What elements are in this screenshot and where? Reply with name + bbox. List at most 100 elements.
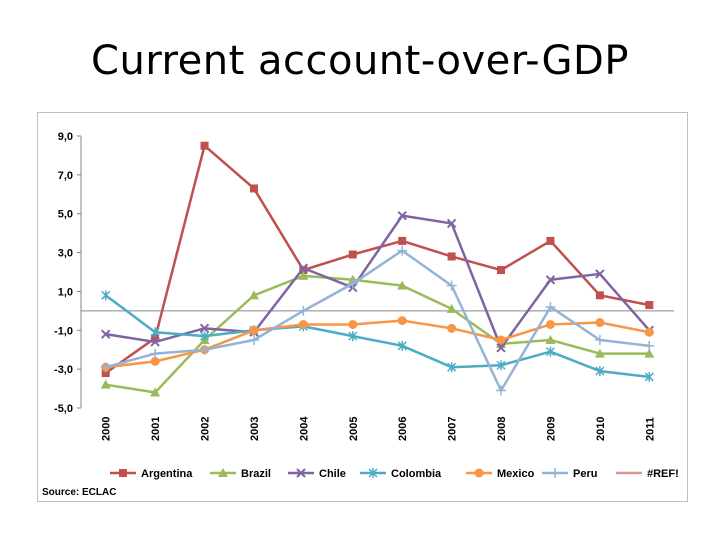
x-tick-label: 2008: [496, 417, 508, 441]
data-point-chile: [298, 263, 309, 273]
data-point-brazil: [644, 348, 655, 358]
data-point-chile: [150, 337, 160, 347]
series-line-argentina: [104, 144, 650, 375]
data-point-argentina: [595, 291, 604, 300]
data-point-peru: [347, 278, 358, 289]
data-point-colombia: [447, 362, 457, 373]
data-point-argentina: [645, 301, 654, 310]
x-tick-label: 2009: [545, 417, 557, 441]
legend-marker-peru: [550, 468, 560, 478]
y-tick-label: -1,0: [54, 325, 73, 337]
x-tick-label: 2002: [200, 417, 212, 441]
legend-marker-chile: [296, 468, 306, 478]
series-line-colombia: [104, 294, 650, 379]
data-point-colombia: [348, 331, 358, 342]
x-tick-label: 2004: [298, 416, 310, 441]
x-tick-label: 2007: [447, 417, 459, 441]
data-point-mexico: [545, 319, 555, 329]
data-point-argentina: [497, 266, 506, 275]
y-tick-label: 3,0: [58, 248, 73, 260]
data-point-colombia: [545, 346, 555, 357]
data-point-mexico: [447, 323, 457, 333]
data-point-brazil: [100, 379, 111, 389]
data-point-brazil: [298, 270, 309, 280]
data-point-chile: [496, 343, 506, 353]
data-point-brazil: [446, 303, 457, 313]
data-point-argentina: [447, 252, 456, 261]
data-point-peru: [248, 335, 259, 345]
series-line-peru: [105, 249, 650, 392]
data-point-peru: [150, 348, 161, 359]
legend-label-argentina: Argentina: [141, 468, 193, 480]
data-point-mexico: [150, 356, 160, 366]
line-chart: 9,0 7,0 5,0 3,0 1,0 -1,0 -3,0 -5,0 2000 2001 2002 2…: [54, 131, 679, 480]
data-point-brazil: [248, 290, 259, 300]
data-point-colombia: [150, 327, 160, 338]
data-point-colombia: [200, 331, 210, 342]
legend-label-mexico: Mexico: [497, 468, 535, 480]
x-tick-label: 2001: [150, 417, 162, 441]
legend-marker-brazil: [218, 468, 228, 477]
data-point-chile: [545, 275, 556, 285]
data-point-argentina: [151, 334, 160, 343]
chart-area: 9,0 7,0 5,0 3,0 1,0 -1,0 -3,0 -5,0 2000 2001 2002 2…: [37, 112, 688, 502]
x-tick-label: 2006: [397, 417, 409, 441]
data-point-peru: [644, 340, 655, 351]
data-point-peru: [100, 362, 111, 373]
data-point-mexico: [397, 316, 407, 326]
data-point-brazil: [594, 348, 605, 358]
data-point-mexico: [298, 319, 308, 329]
data-point-peru: [496, 385, 507, 396]
legend-label-chile: Chile: [319, 468, 346, 480]
data-point-peru: [397, 245, 408, 256]
data-point-mexico: [496, 335, 506, 345]
data-point-colombia: [595, 366, 605, 377]
data-point-chile: [397, 210, 407, 221]
data-point-argentina: [249, 184, 258, 193]
data-point-mexico: [595, 318, 605, 328]
data-point-brazil: [150, 387, 161, 397]
data-point-colombia: [496, 360, 506, 371]
data-point-chile: [199, 323, 210, 334]
series-line-brazil: [105, 274, 650, 394]
data-point-brazil: [397, 280, 408, 290]
data-point-peru: [594, 335, 605, 345]
source-note: Source: ECLAC: [42, 487, 117, 498]
data-point-peru: [298, 305, 309, 316]
data-point-argentina: [101, 369, 110, 378]
data-point-brazil: [545, 335, 556, 344]
data-point-colombia: [101, 290, 111, 301]
y-tick-label: -3,0: [54, 364, 73, 376]
data-point-mexico: [348, 319, 358, 329]
y-tick-label: 9,0: [58, 131, 73, 143]
y-tick-label: 7,0: [58, 170, 73, 182]
legend-marker-colombia: [368, 468, 378, 478]
data-point-colombia: [644, 371, 654, 382]
data-point-colombia: [397, 340, 407, 351]
x-tick-label: 2010: [595, 417, 607, 441]
data-point-mexico: [644, 327, 654, 337]
data-point-chile: [101, 329, 111, 339]
y-tick-label: 1,0: [58, 286, 73, 298]
data-point-argentina: [398, 236, 407, 245]
data-point-argentina: [348, 250, 357, 259]
data-point-peru: [199, 344, 210, 355]
legend-label-ref: #REF!: [647, 468, 679, 480]
legend-label-peru: Peru: [573, 468, 597, 480]
slide-title: Current account-over-GDP: [91, 38, 629, 84]
data-point-chile: [595, 269, 605, 279]
data-point-mexico: [249, 325, 259, 335]
data-point-argentina: [200, 141, 209, 150]
legend-label-brazil: Brazil: [241, 468, 271, 480]
data-point-chile: [446, 218, 457, 229]
series-line-chile: [105, 214, 651, 350]
x-tick-label: 2011: [644, 417, 656, 441]
x-tick-label: 2005: [348, 417, 360, 441]
legend-label-colombia: Colombia: [391, 468, 442, 480]
data-point-argentina: [546, 236, 555, 245]
legend-marker-argentina: [119, 469, 127, 477]
y-tick-label: -5,0: [54, 403, 73, 415]
data-point-peru: [446, 280, 457, 291]
series-line-mexico: [105, 319, 650, 369]
y-tick-label: 5,0: [58, 209, 73, 221]
